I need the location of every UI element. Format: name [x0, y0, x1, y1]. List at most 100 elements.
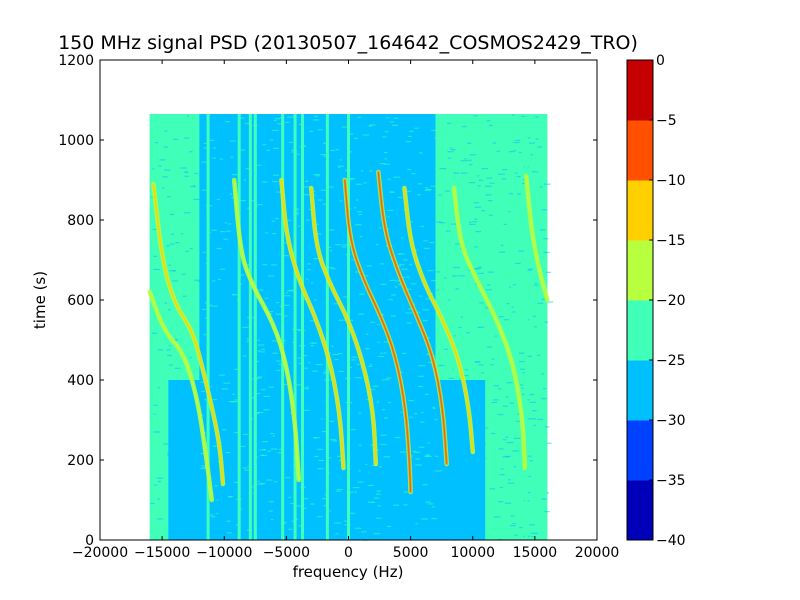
noise-cell	[177, 434, 181, 436]
noise-cell	[505, 396, 509, 398]
noise-cell	[411, 173, 416, 175]
noise-cell	[216, 499, 219, 501]
noise-cell	[431, 518, 438, 520]
noise-cell	[418, 152, 423, 154]
noise-cell	[234, 368, 239, 370]
noise-cell	[418, 365, 426, 367]
noise-cell	[153, 268, 161, 271]
noise-cell	[370, 321, 375, 323]
noise-cell	[228, 496, 233, 498]
noise-cell	[226, 230, 232, 232]
noise-cell	[263, 409, 270, 411]
noise-cell	[287, 219, 292, 221]
noise-cell	[515, 139, 521, 142]
noise-cell	[504, 319, 509, 321]
noise-cell	[473, 115, 478, 117]
noise-cell	[272, 174, 280, 176]
noise-cell	[190, 438, 197, 441]
noise-cell	[309, 342, 316, 344]
noise-cell	[470, 505, 477, 507]
noise-cell	[401, 268, 408, 270]
noise-cell	[335, 244, 342, 246]
noise-cell	[166, 196, 171, 198]
noise-cell	[451, 223, 458, 225]
noise-cell	[499, 474, 505, 476]
noise-cell	[402, 352, 407, 354]
noise-cell	[446, 122, 452, 125]
noise-cell	[277, 452, 282, 454]
noise-cell	[193, 198, 200, 200]
noise-cell	[270, 264, 277, 266]
noise-cell	[329, 420, 334, 422]
noise-cell	[338, 319, 345, 321]
noise-cell	[384, 417, 388, 419]
noise-cell	[472, 268, 480, 270]
noise-cell	[320, 154, 326, 156]
noise-cell	[157, 498, 160, 500]
noise-cell	[211, 157, 217, 159]
noise-cell	[365, 348, 370, 350]
noise-cell	[462, 509, 467, 512]
noise-cell	[355, 199, 359, 201]
noise-cell	[334, 522, 341, 524]
noise-cell	[215, 512, 219, 515]
noise-cell	[348, 133, 354, 135]
noise-cell	[337, 353, 343, 355]
noise-cell	[223, 382, 231, 384]
noise-cell	[331, 353, 339, 356]
noise-cell	[240, 117, 245, 119]
noise-cell	[199, 175, 204, 177]
noise-cell	[489, 182, 495, 184]
noise-cell	[425, 455, 432, 458]
noise-cell	[464, 158, 467, 160]
noise-cell	[261, 454, 268, 456]
noise-cell	[314, 223, 319, 225]
colorbar-segment	[627, 240, 653, 301]
noise-cell	[502, 439, 507, 441]
noise-cell	[331, 345, 334, 347]
noise-cell	[214, 485, 218, 487]
noise-cell	[151, 332, 157, 334]
noise-cell	[375, 517, 382, 519]
noise-cell	[499, 251, 506, 253]
trace-line	[148, 291, 213, 501]
noise-cell	[290, 502, 296, 504]
noise-cell	[535, 138, 539, 140]
noise-cell	[383, 341, 390, 343]
noise-cell	[306, 269, 311, 271]
noise-cell	[288, 496, 292, 498]
noise-cell	[420, 421, 425, 423]
noise-cell	[485, 194, 492, 196]
x-tick-label: −5000	[263, 545, 310, 561]
noise-cell	[298, 123, 302, 126]
noise-cell	[474, 474, 479, 477]
noise-cell	[269, 139, 274, 141]
y-tick-label: 800	[67, 213, 94, 229]
noise-cell	[477, 272, 484, 274]
noise-cell	[528, 142, 536, 144]
noise-cell	[184, 175, 189, 177]
noise-cell	[219, 268, 226, 270]
noise-cell	[416, 194, 421, 196]
colorbar-tick-label: 0	[656, 53, 665, 69]
noise-cell	[303, 497, 309, 500]
noise-cell	[203, 334, 207, 336]
noise-cell	[274, 118, 281, 120]
noise-cell	[415, 249, 418, 251]
y-tick-label: 1200	[58, 53, 94, 69]
noise-cell	[304, 367, 309, 369]
noise-cell	[286, 290, 294, 292]
noise-cell	[474, 218, 478, 220]
noise-cell	[194, 524, 198, 526]
noise-cell	[171, 381, 179, 383]
noise-cell	[546, 301, 554, 303]
noise-cell	[353, 207, 357, 209]
noise-cell	[310, 345, 314, 347]
colorbar-segment	[627, 420, 653, 481]
noise-cell	[271, 129, 279, 132]
noise-cell	[485, 289, 492, 291]
noise-cell	[382, 409, 386, 411]
y-tick-label: 0	[85, 533, 94, 549]
noise-cell	[259, 449, 266, 451]
trace-line	[453, 187, 526, 469]
